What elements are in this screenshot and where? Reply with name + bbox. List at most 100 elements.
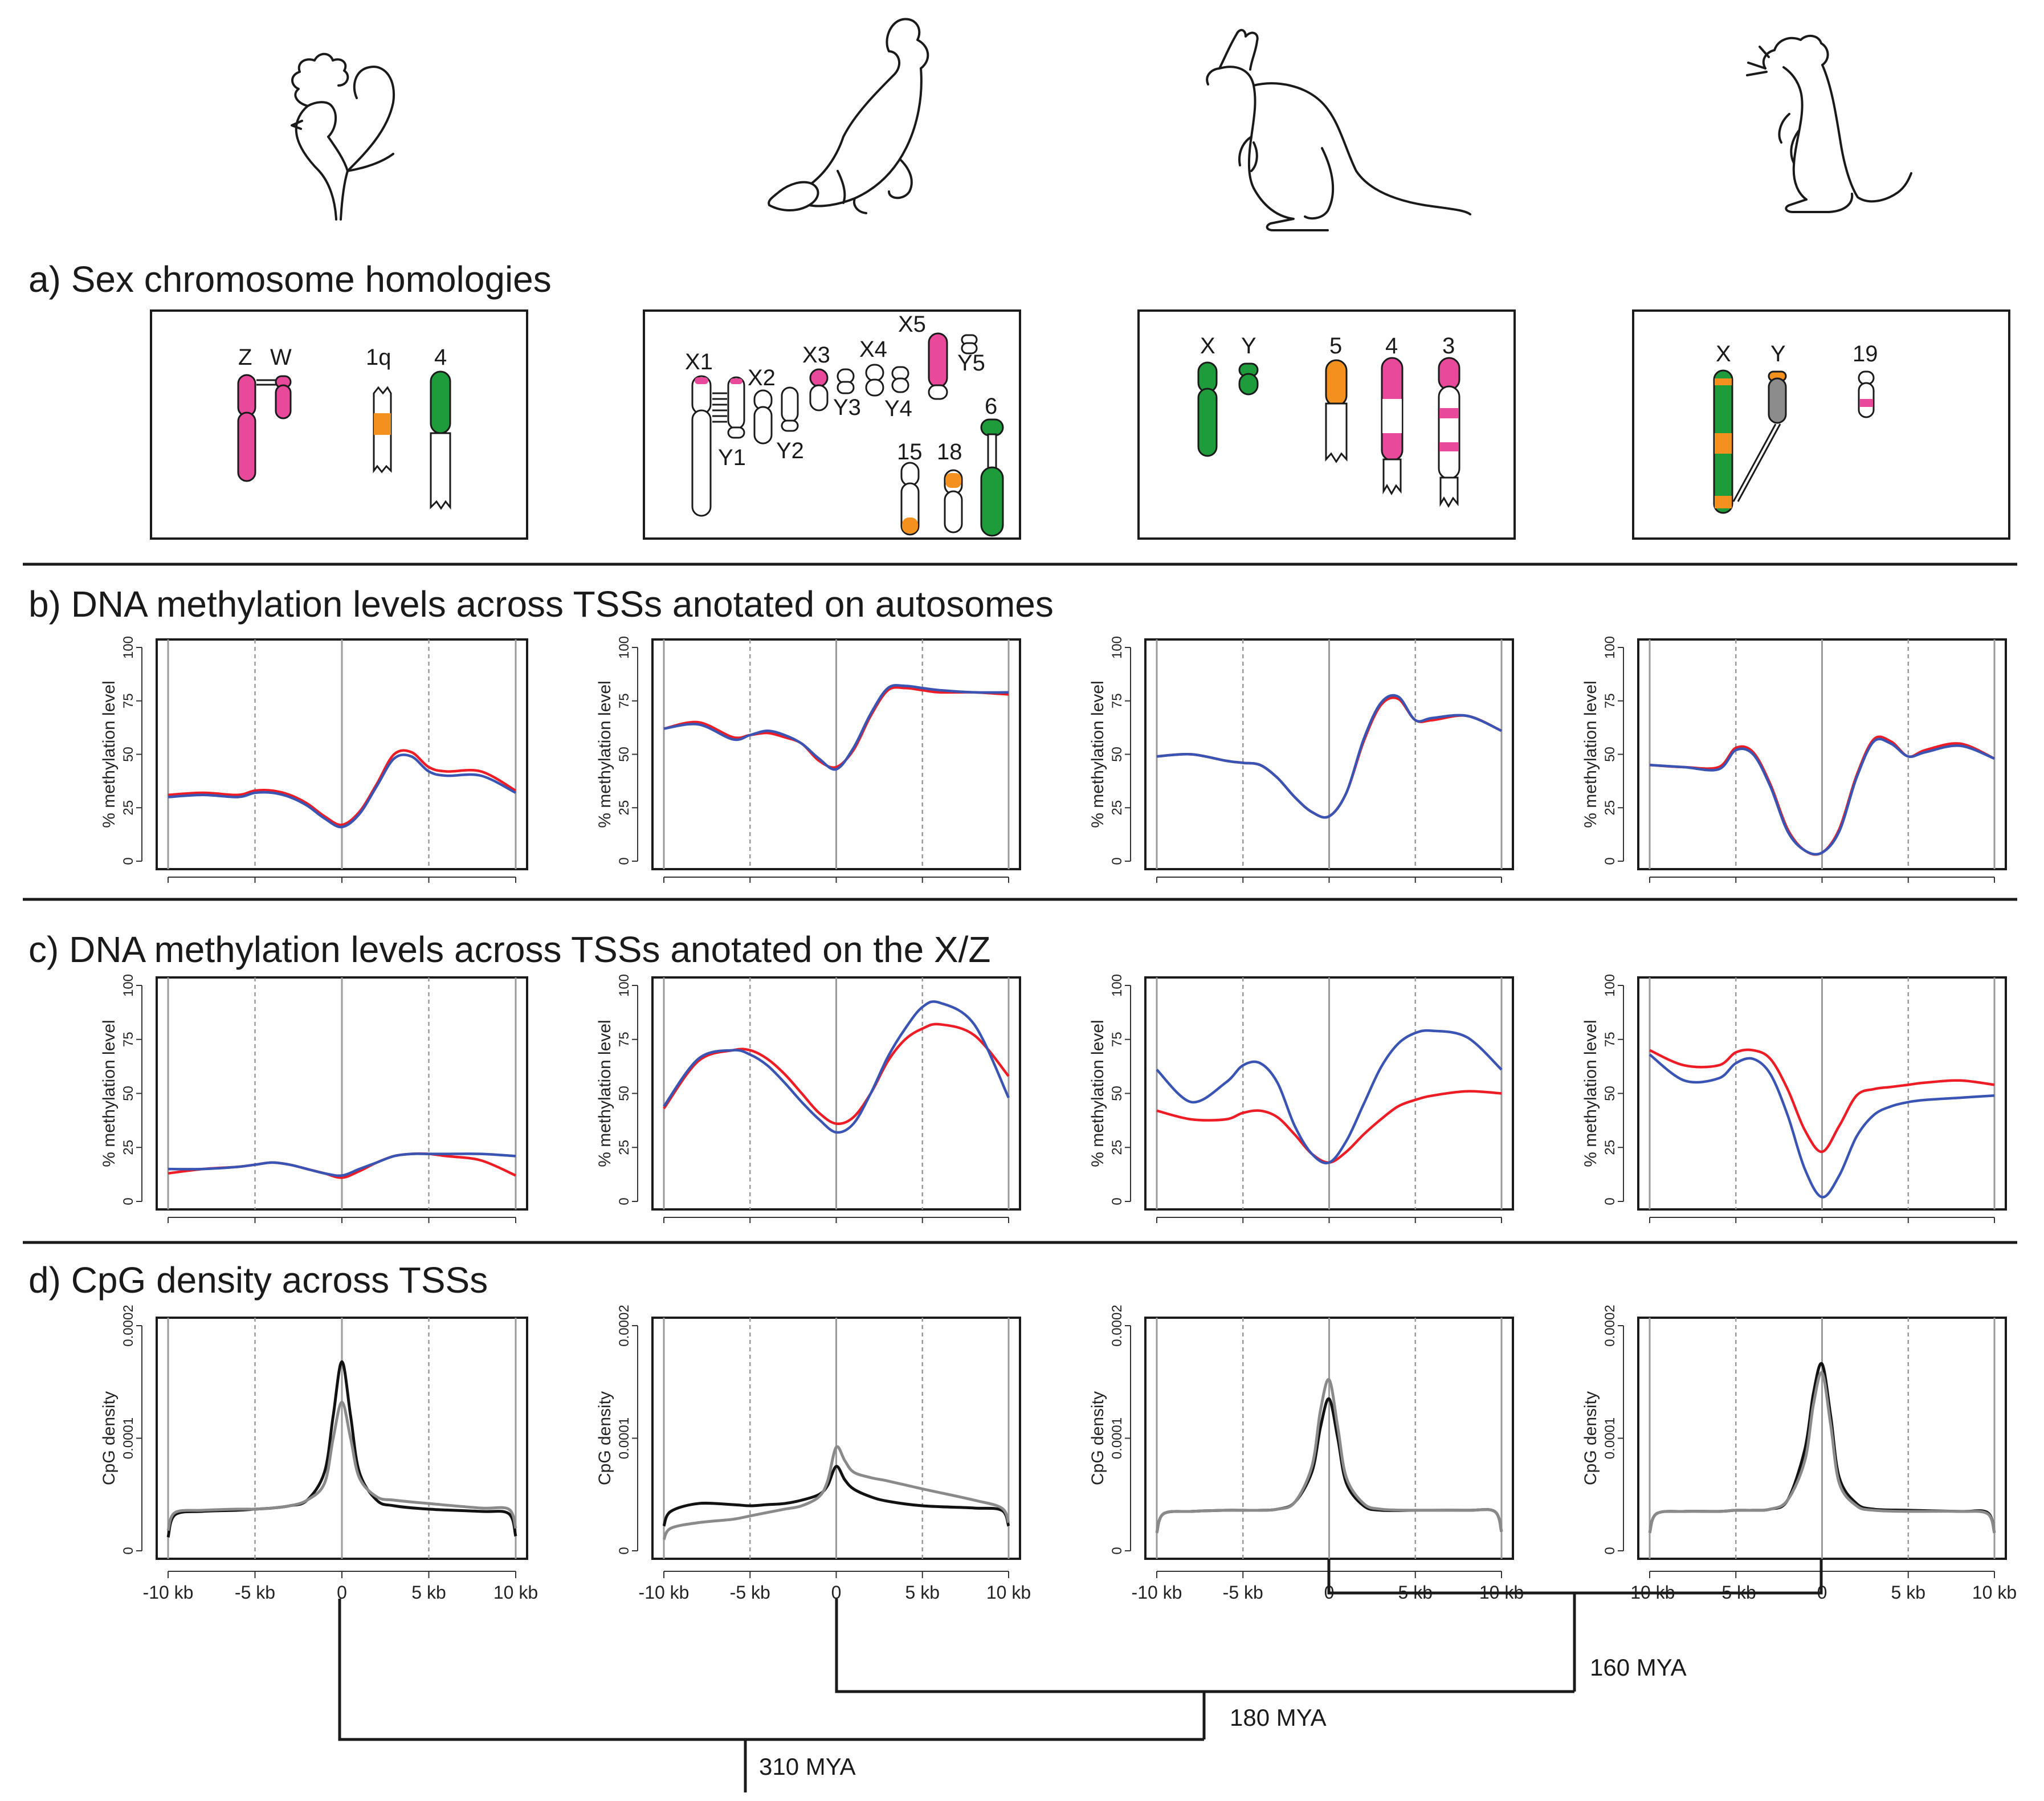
chromosome-y5-long: [961, 342, 978, 355]
y-axis-label: CpG density: [595, 1391, 614, 1485]
label-1q: 1q: [366, 345, 391, 370]
node-label-180-mya: 180 MYA: [1230, 1704, 1327, 1731]
section-b-title: b) DNA methylation levels across TSSs an…: [28, 584, 1054, 625]
chromosome-x-band: [1715, 433, 1732, 454]
platypus-drawing: [768, 18, 929, 214]
chromosome-x1-long: [691, 409, 712, 517]
chromosome-6-stalk: [987, 433, 997, 470]
x-tick-label: -10 kb: [143, 1582, 194, 1603]
series-line-blue: [168, 1152, 516, 1177]
y-tick-label: 25: [1602, 1140, 1618, 1155]
branch-chicken-mammals: [338, 1599, 1204, 1741]
y-axis-label: % methylation level: [100, 1020, 119, 1167]
chart-d-platypus: 0 0.0001 0.0002 CpG density -10 kb -5 kb 0 5 kb…: [595, 1305, 1031, 1603]
series-line-blue: [1156, 1029, 1503, 1164]
y-tick-label: 75: [1602, 693, 1618, 708]
chromosome-3: [1438, 357, 1460, 391]
series-line-light: [166, 1400, 517, 1531]
y-tick-label: 0: [121, 1547, 136, 1554]
y-tick-label: 0: [121, 1197, 136, 1205]
label-X4: X4: [859, 337, 887, 362]
y-tick-label: 100: [1109, 974, 1125, 997]
chromosome-x3: [809, 368, 829, 388]
label-Y: Y: [1241, 333, 1256, 358]
chromosome-y4-short: [891, 377, 909, 393]
label-Y5: Y5: [957, 351, 985, 376]
phylogeny-tree: [338, 1559, 1823, 1792]
series-line-blue: [1156, 694, 1502, 819]
x-tick-label: -5 kb: [730, 1582, 770, 1603]
series-line-light: [1648, 1371, 1996, 1534]
chromosome-z-long: [237, 411, 256, 482]
chromosome-w-long: [275, 384, 292, 419]
chromosome-x1-tip: [695, 377, 708, 384]
section-a-title: a) Sex chromosome homologies: [28, 259, 552, 300]
kangaroo-drawing: [1206, 28, 1471, 231]
x-tick-label: 10 kb: [1972, 1582, 2017, 1603]
chart-c-chicken: 0 25 50 75 100 % methylation level: [100, 974, 528, 1223]
y-tick-label: 50: [617, 1086, 632, 1101]
y-axis-label: % methylation level: [595, 681, 614, 828]
y-tick-label: 0: [1602, 1547, 1618, 1554]
y-tick-label: 0: [1109, 1547, 1125, 1554]
y-tick-label: 0: [1602, 1197, 1618, 1205]
y-tick-label: 0: [1602, 857, 1618, 865]
x-tick-label: -5 kb: [235, 1582, 275, 1603]
y-tick-label: 100: [121, 974, 136, 997]
karyotype-box-kangaroo: [1137, 309, 1516, 540]
y-tick-label: 75: [121, 1032, 136, 1047]
label-X: X: [1200, 333, 1215, 358]
label-18: 18: [937, 439, 962, 464]
label-4: 4: [434, 345, 447, 370]
chart-c-mouse: 0 25 50 75 100 % methylation level: [1581, 974, 2007, 1223]
y-tick-label: 100: [1602, 974, 1618, 997]
chromosome-x-band: [1715, 378, 1732, 385]
y-axis-label: CpG density: [1581, 1391, 1600, 1485]
chart-b-platypus: 0 25 50 75 100 % methylation level: [595, 636, 1021, 883]
chart-b-kangaroo: 0 25 50 75 100 % methylation level: [1088, 636, 1514, 883]
chromosome-4-gap: [1382, 399, 1402, 433]
y-tick-label: 50: [1109, 747, 1125, 762]
karyotype-box-mouse: [1632, 309, 2010, 540]
y-tick-label: 75: [1109, 693, 1125, 708]
chromosome-19-band: [1859, 399, 1873, 407]
chromosome-z-short: [237, 374, 256, 417]
chromosome-y3-short: [837, 381, 855, 394]
chicken-drawing: [291, 52, 395, 221]
y-tick-label: 0: [617, 1197, 632, 1205]
node-label-160-mya: 160 MYA: [1590, 1654, 1687, 1681]
label-Y1: Y1: [718, 445, 746, 470]
chromosome-x2-long: [753, 406, 773, 445]
y-axis-label: CpG density: [100, 1391, 119, 1485]
chromosome-18-long: [944, 490, 963, 533]
x-tick-label: 5 kb: [905, 1582, 940, 1603]
series-line-blue: [1649, 1053, 1995, 1199]
x-tick-label: 10 kb: [493, 1582, 538, 1603]
chromosome-y1: [727, 376, 745, 430]
label-Y3: Y3: [833, 395, 861, 420]
chromosome-18-band: [945, 473, 961, 488]
chromosome-y-long: [1768, 377, 1787, 424]
y-tick-label: 25: [1109, 800, 1125, 816]
y-tick-label: 50: [617, 747, 632, 762]
homology-link: [1737, 423, 1781, 502]
y-tick-label: 50: [121, 747, 136, 762]
y-tick-label: 100: [1109, 636, 1125, 659]
series-line-red: [663, 1022, 1010, 1126]
karyotype-chicken: [237, 370, 451, 510]
chromosome-x: [1197, 361, 1218, 393]
series-line-light: [662, 1445, 1010, 1541]
chromosome-y2-short: [781, 419, 799, 432]
chromosome-3-arm: [1439, 476, 1459, 508]
node-label-310-mya: 310 MYA: [759, 1753, 856, 1780]
karyotype-box-chicken: [150, 309, 528, 540]
x-tick-label: -10 kb: [1132, 1582, 1182, 1603]
chromosome-x-long: [1197, 388, 1218, 457]
chromosome-x5-tail: [928, 384, 948, 400]
label-15: 15: [897, 439, 923, 464]
homology-link: [1732, 423, 1777, 502]
y-tick-label: 50: [121, 1086, 136, 1101]
